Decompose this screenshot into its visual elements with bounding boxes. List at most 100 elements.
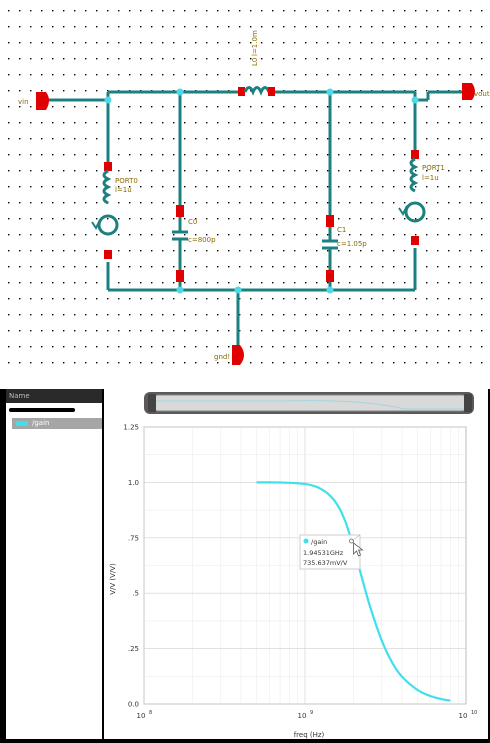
schematic-canvas[interactable]: vin vout gnd! L0 l=1.0m PORT0 l= [0,0,490,375]
signal-row-gain[interactable]: /gain [12,418,102,429]
grid-dot [140,362,142,364]
grid-dot [349,282,351,284]
grid-dot [338,122,340,124]
x-tick-label: 10 [459,712,468,720]
grid-dot [294,154,296,156]
grid-dot [162,314,164,316]
grid-dot [41,314,43,316]
grid-dot [8,74,10,76]
grid-dot [74,106,76,108]
grid-dot [217,298,219,300]
grid-dot [85,234,87,236]
grid-dot [129,10,131,12]
grid-dot [63,10,65,12]
grid-dot [30,330,32,332]
waveform-viewer[interactable]: Name /gain 0.0.25.5.75 1.0 1.25 10 8 10 9 10 10 … [0,389,490,743]
grid-dot [30,138,32,140]
grid-dot [107,42,109,44]
grid-dot [162,346,164,348]
junctions [104,88,419,294]
grid-dot [382,314,384,316]
grid-dot [426,202,428,204]
grid-dot [459,250,461,252]
grid-dot [162,218,164,220]
grid-dot [96,202,98,204]
grid-dot [426,346,428,348]
grid-dot [206,138,208,140]
grid-dot [316,26,318,28]
l0-name: L0 [251,58,259,66]
capacitor-c1[interactable]: C1 c=1.05p [322,215,367,282]
inductor-port0[interactable]: PORT0 l=1u [91,162,138,259]
port1-value: l=1u [422,174,439,182]
inductor-l0[interactable]: L0 l=1.0m [238,30,275,96]
x-tick-exponent: 8 [149,710,152,716]
grid-dot [393,218,395,220]
grid-dot [481,282,483,284]
grid-dot [261,170,263,172]
grid-dot [217,138,219,140]
grid-dot [30,250,32,252]
grid-dot [360,218,362,220]
grid-dot [173,362,175,364]
grid-dot [316,170,318,172]
browser-scrollbar[interactable] [9,408,75,412]
panel-separator [0,375,490,389]
grid-dot [294,234,296,236]
grid-dot [41,362,43,364]
grid-dot [63,266,65,268]
vin-port[interactable]: vin [18,92,49,110]
grid-dot [448,154,450,156]
grid-dot [349,42,351,44]
grid-dot [151,314,153,316]
grid-dot [327,138,329,140]
plot-area[interactable]: 0.0.25.5.75 1.0 1.25 10 8 10 9 10 10 freq (Hz) V… [104,389,488,739]
ac-source-icon [91,219,101,230]
gnd-port[interactable]: gnd! [214,345,244,365]
grid-dot [426,42,428,44]
grid-dot [239,330,241,332]
grid-dot [283,122,285,124]
wires[interactable] [45,90,462,355]
grid-dot [371,42,373,44]
grid-dot [470,170,472,172]
grid-dot [173,170,175,172]
grid-dot [415,314,417,316]
grid-dot [129,154,131,156]
grid-dot [162,362,164,364]
grid-dot [481,90,483,92]
grid-dot [316,202,318,204]
zoom-bar-left-handle[interactable] [148,394,156,412]
grid-dot [74,74,76,76]
grid-dot [41,10,43,12]
grid-dot [63,26,65,28]
grid-dot [239,10,241,12]
grid-dot [228,266,230,268]
grid-dot [140,58,142,60]
zoom-scrollbar[interactable] [144,392,474,414]
signal-color-swatch [16,421,28,426]
grid-dot [382,234,384,236]
grid-dot [459,202,461,204]
grid-dot [184,58,186,60]
grid-dot [459,186,461,188]
y-tick-label: 1.25 [123,424,139,432]
grid-dot [470,42,472,44]
inductor-port1[interactable]: PORT1 l=1u [398,150,445,245]
vout-port[interactable]: vout [462,83,490,100]
schematic-drawing[interactable]: vin vout gnd! L0 l=1.0m PORT0 l= [0,0,490,375]
grid-dot [426,362,428,364]
grid-dot [151,218,153,220]
grid-dot [470,26,472,28]
grid-dot [283,10,285,12]
marker[interactable]: /gain 1.94531GHz 735.637mV/V [299,534,364,570]
grid-dot [30,218,32,220]
signal-browser[interactable]: Name /gain [6,389,104,739]
grid-dot [85,42,87,44]
capacitor-c0[interactable]: C0 c=800p [172,205,216,282]
zoom-bar-right-handle[interactable] [464,394,472,412]
grid-dot [118,106,120,108]
grid-dot [63,218,65,220]
grid-dot [151,10,153,12]
